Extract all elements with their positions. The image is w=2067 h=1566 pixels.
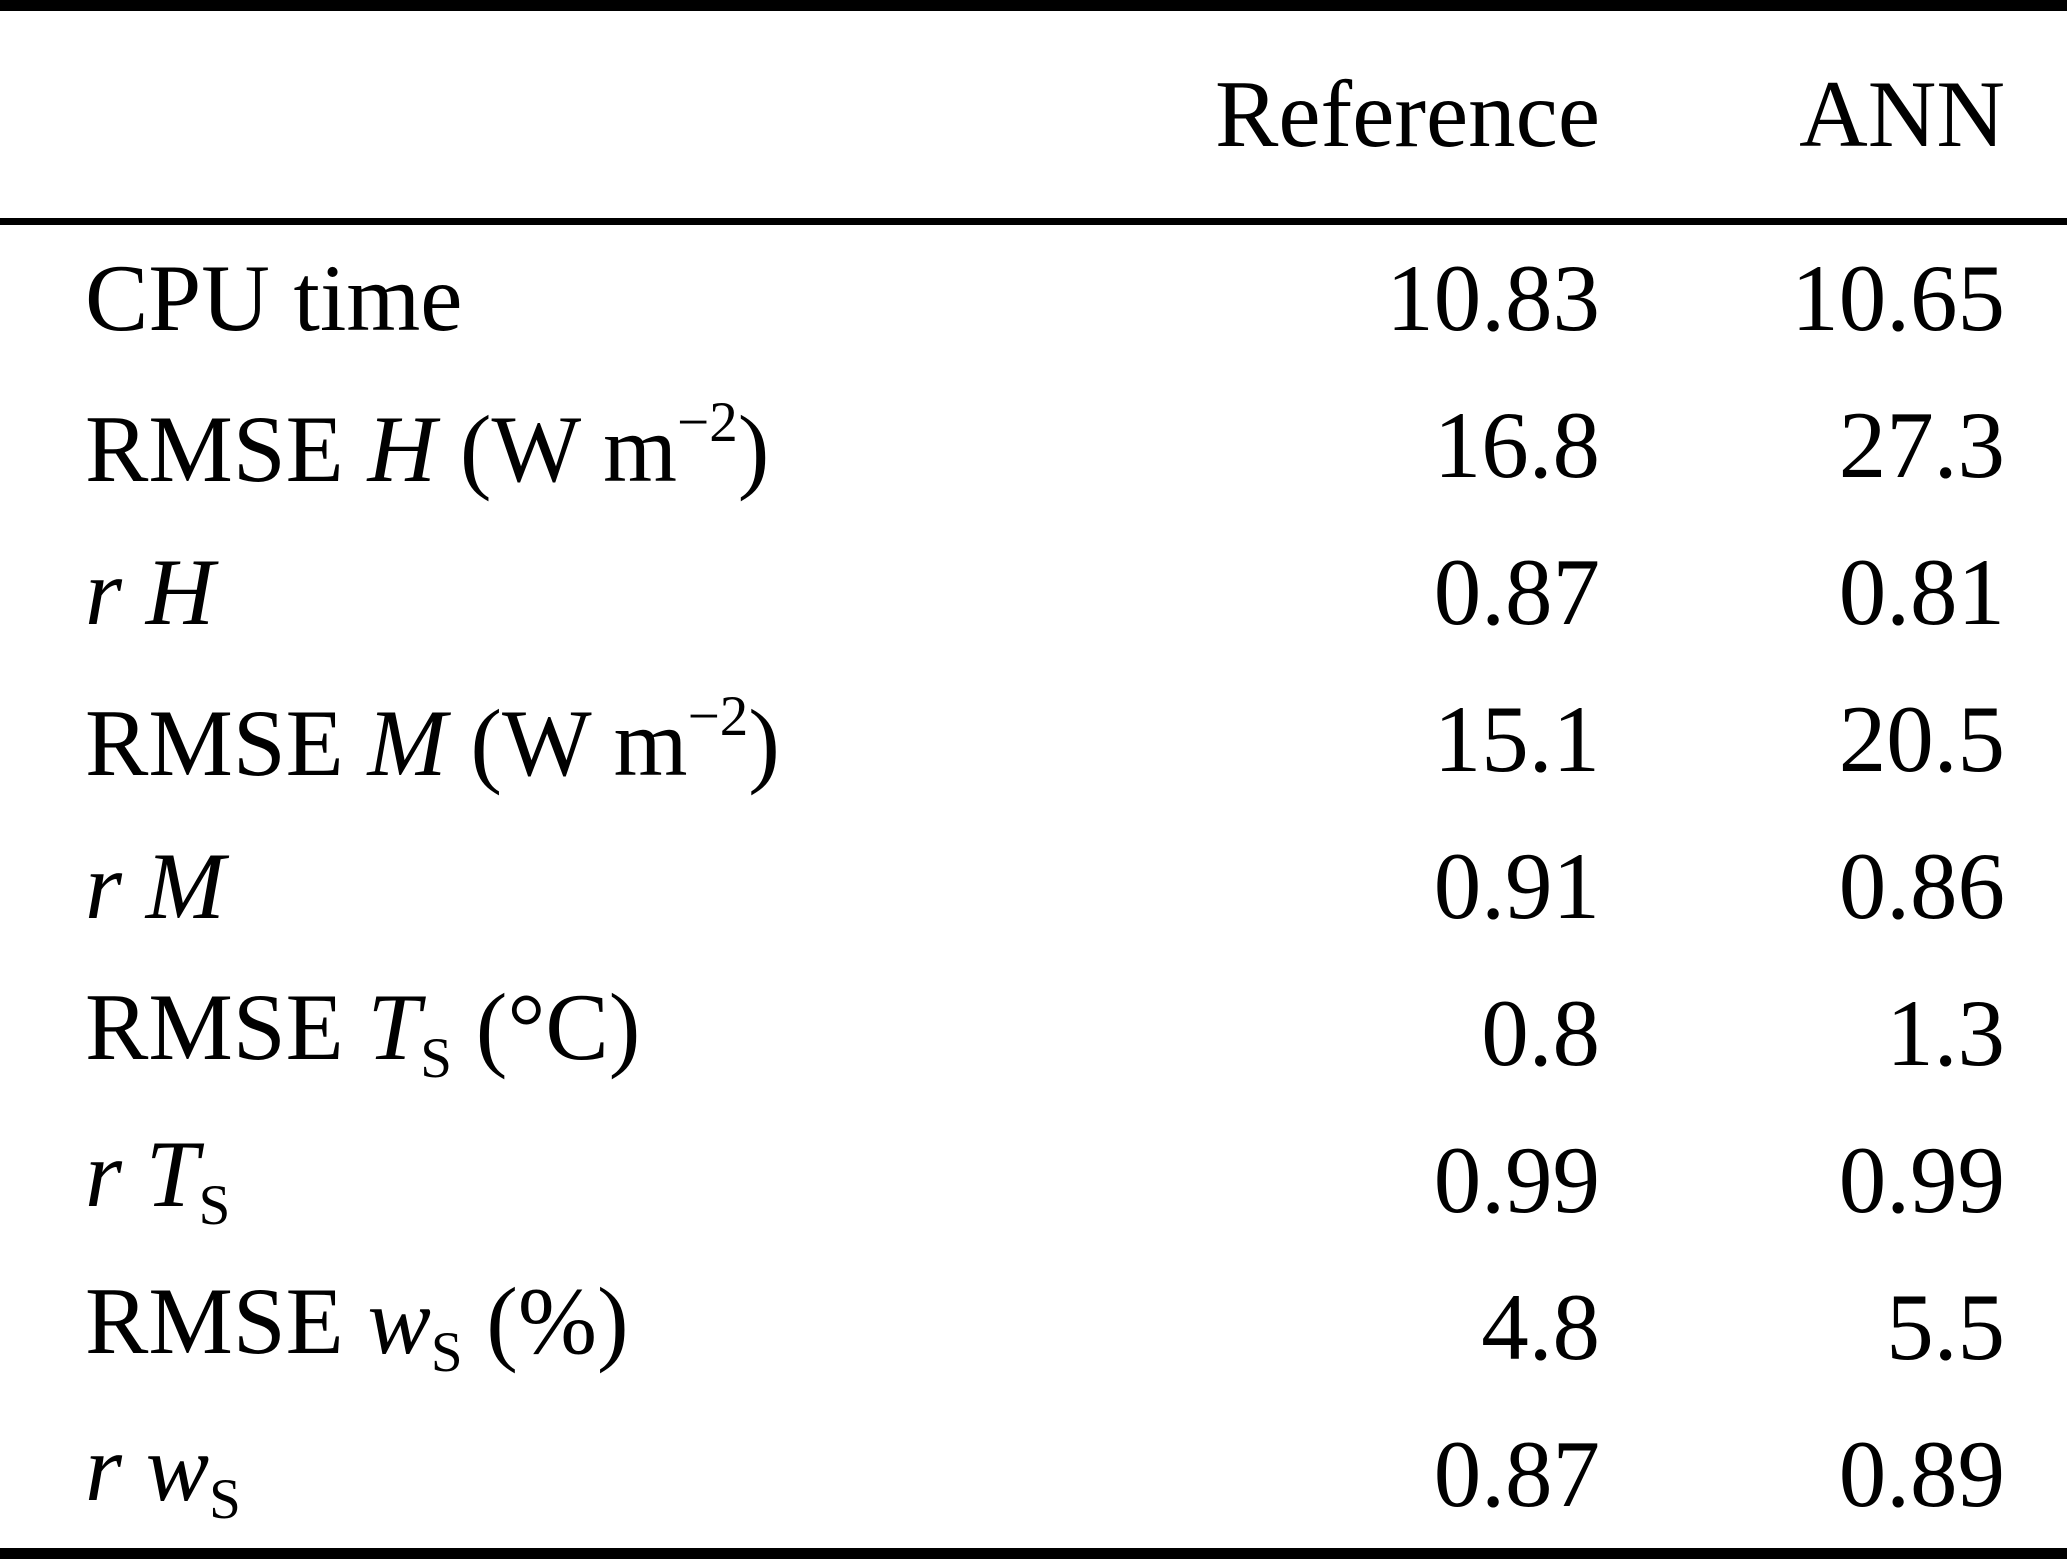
- metric-label: r M: [0, 813, 1100, 960]
- reference-value: 0.87: [1433, 539, 1600, 645]
- metric-label-segment: (W m: [446, 689, 688, 796]
- table-row: r wS 0.87 0.89: [0, 1401, 2067, 1554]
- ann-value: 0.99: [1838, 1127, 2005, 1233]
- ann-value: 0.89: [1838, 1421, 2005, 1527]
- metric-label-segment: M: [367, 689, 447, 796]
- metric-label-segment: (%): [462, 1267, 629, 1374]
- metric-label-segment: S: [430, 1321, 463, 1385]
- ann-value: 0.81: [1838, 539, 2005, 645]
- metric-label-segment: RMSE: [85, 689, 368, 796]
- reference-value: 0.91: [1433, 833, 1600, 939]
- ann-value: 27.3: [1838, 392, 2005, 498]
- metric-label: RMSE TS (°C): [0, 960, 1100, 1107]
- metric-label-segment: −2: [687, 685, 749, 749]
- metric-label: RMSE H (W m−2): [0, 372, 1100, 519]
- metric-label-segment: T: [367, 973, 421, 1080]
- metric-label: RMSE wS (%): [0, 1254, 1100, 1401]
- metric-label-segment: (°C): [452, 973, 641, 1080]
- metric-label-segment: RMSE: [85, 1267, 368, 1374]
- ann-value: 0.86: [1838, 833, 2005, 939]
- metric-label-segment: −2: [677, 391, 738, 455]
- table-row: CPU time 10.83 10.65: [0, 222, 2067, 373]
- reference-column-header: Reference: [1100, 5, 1600, 225]
- metric-label: r TS: [0, 1107, 1100, 1254]
- ann-value: 1.3: [1886, 980, 2005, 1086]
- metric-label-segment: r T: [85, 1120, 199, 1227]
- ann-value: 5.5: [1886, 1274, 2005, 1380]
- reference-value: 10.83: [1386, 245, 1600, 351]
- metric-column-header: [0, 5, 1100, 225]
- table-row: r M 0.91 0.86: [0, 813, 2067, 960]
- reference-value: 0.8: [1481, 980, 1600, 1086]
- table-row: RMSE H (W m−2) 16.8 27.3: [0, 372, 2067, 519]
- metric-label-segment: r w: [85, 1414, 210, 1521]
- metric-label-segment: S: [420, 1027, 452, 1091]
- metric-label-segment: H: [367, 395, 437, 502]
- table-row: RMSE M (W m−2) 15.1 20.5: [0, 666, 2067, 813]
- table-row: RMSE wS (%) 4.8 5.5: [0, 1254, 2067, 1401]
- table-body: CPU time 10.83 10.65 RMSE H (W m−2) 16.8 27.3…: [0, 222, 2067, 1554]
- reference-value: 0.87: [1433, 1421, 1600, 1527]
- metric-label-segment: CPU time: [85, 245, 463, 351]
- reference-value: 4.8: [1481, 1274, 1600, 1380]
- metric-label: r wS: [0, 1401, 1100, 1554]
- reference-value: 0.99: [1433, 1127, 1600, 1233]
- metric-label-segment: RMSE: [85, 973, 368, 1080]
- metric-label-segment: r M: [85, 833, 225, 939]
- metric-label-segment: ): [748, 689, 780, 796]
- metric-label-segment: w: [367, 1267, 431, 1374]
- ann-value: 20.5: [1838, 686, 2005, 792]
- header-row: Reference ANN: [0, 5, 2067, 225]
- table-row: RMSE TS (°C) 0.8 1.3: [0, 960, 2067, 1107]
- metric-label: r H: [0, 519, 1100, 666]
- metric-label-segment: r H: [85, 539, 215, 645]
- metric-label-segment: ): [737, 395, 770, 502]
- metric-label: CPU time: [0, 222, 1100, 373]
- reference-value: 15.1: [1433, 686, 1600, 792]
- table-row: r H 0.87 0.81: [0, 519, 2067, 666]
- ann-column-header: ANN: [1600, 5, 2067, 225]
- table-row: r TS 0.99 0.99: [0, 1107, 2067, 1254]
- metric-label-segment: S: [209, 1468, 241, 1532]
- metric-label: RMSE M (W m−2): [0, 666, 1100, 813]
- metric-label-segment: S: [198, 1174, 231, 1238]
- reference-value: 16.8: [1433, 392, 1600, 498]
- ann-value: 10.65: [1791, 245, 2005, 351]
- metric-label-segment: RMSE: [85, 395, 368, 502]
- metric-label-segment: (W m: [436, 395, 678, 502]
